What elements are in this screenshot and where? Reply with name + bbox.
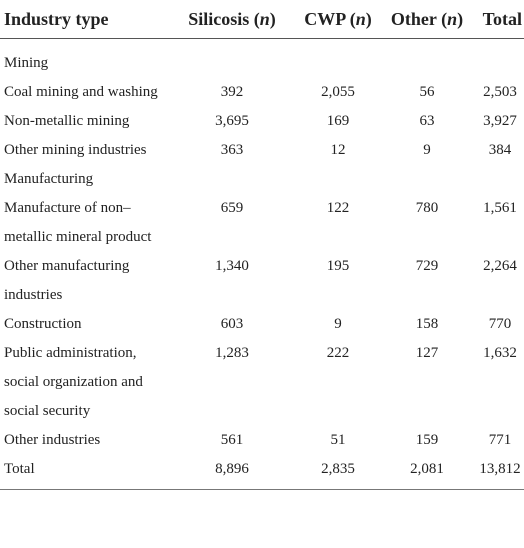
cwp-cell: 12: [330, 142, 346, 158]
total-cell: 1,632: [483, 345, 517, 361]
header-cwp: CWP (n): [292, 0, 384, 39]
silicosis-cell: 363: [220, 142, 244, 158]
table-spacer-row: [0, 39, 524, 50]
silicosis-cell: 561: [220, 432, 244, 448]
silicosis-cell: 659: [220, 200, 244, 216]
cwp-cell: 195: [326, 258, 350, 274]
industry-type-cell: Manufacture of non–metallic mineral prod…: [4, 200, 152, 245]
empty-cell: [384, 49, 470, 78]
table-row: Construction 603 9 158 770: [0, 310, 524, 339]
industry-type-cell: Other industries: [4, 432, 101, 448]
other-cell: 780: [415, 200, 439, 216]
silicosis-cell: 392: [220, 84, 244, 100]
other-cell: 127: [415, 345, 439, 361]
silicosis-cell: 3,695: [215, 113, 249, 129]
table-row: Coal mining and washing 392 2,055 56 2,503: [0, 78, 524, 107]
table-body: Mining Coal mining and washing 392 2,055 56 2…: [0, 39, 524, 490]
industry-category-cell: Manufacturing: [4, 171, 94, 187]
total-cell: 770: [488, 316, 512, 332]
industry-type-cell: Coal mining and washing: [4, 84, 158, 100]
industry-type-cell: Total: [0, 455, 172, 490]
other-cell: 729: [415, 258, 439, 274]
industry-type-cell: Other mining industries: [4, 142, 147, 158]
total-cell: 2,264: [483, 258, 517, 274]
header-silicosis: Silicosis (n): [172, 0, 292, 39]
cwp-cell: 2,055: [321, 84, 355, 100]
cwp-cell: 169: [326, 113, 350, 129]
total-cell: 2,503: [483, 84, 517, 100]
header-total: Total: [470, 0, 524, 39]
header-other-label: Other: [390, 8, 437, 29]
total-cell: 3,927: [483, 113, 517, 129]
table-row: Other manufacturing industries 1,340 195 72…: [0, 252, 524, 310]
table-row: Other industries 561 51 159 771: [0, 426, 524, 455]
industry-type-cell: Non-metallic mining: [4, 113, 130, 129]
header-silicosis-label: Silicosis: [188, 8, 250, 29]
table-row: Public administration, social organizati…: [0, 339, 524, 426]
empty-cell: [172, 165, 292, 194]
table-row: Other mining industries 363 12 9 384: [0, 136, 524, 165]
empty-cell: [470, 165, 524, 194]
cwp-cell: 9: [334, 316, 342, 332]
cwp-cell: 122: [326, 200, 350, 216]
table-category-row: Manufacturing: [0, 165, 524, 194]
total-cell: 771: [488, 432, 512, 448]
header-industry-type: Industry type: [0, 0, 172, 39]
total-cell: 13,812: [470, 455, 524, 490]
table-header-row: Industry type Silicosis (n) CWP (n) Othe…: [0, 0, 524, 39]
silicosis-cell: 1,283: [215, 345, 249, 361]
industry-type-cell: Public administration, social organizati…: [4, 345, 143, 419]
empty-cell: [292, 49, 384, 78]
empty-cell: [172, 49, 292, 78]
silicosis-cell: 8,896: [172, 455, 292, 490]
header-other: Other (n): [384, 0, 470, 39]
other-cell: 159: [415, 432, 439, 448]
industry-category-cell: Mining: [4, 55, 49, 71]
other-cell: 63: [419, 113, 435, 129]
empty-cell: [384, 165, 470, 194]
silicosis-cell: 603: [220, 316, 244, 332]
table-category-row: Mining: [0, 49, 524, 78]
other-cell: 158: [415, 316, 439, 332]
table-row: Non-metallic mining 3,695 169 63 3,927: [0, 107, 524, 136]
empty-cell: [470, 49, 524, 78]
header-cwp-label: CWP: [304, 8, 346, 29]
other-cell: 9: [423, 142, 431, 158]
empty-cell: [292, 165, 384, 194]
industry-type-cell: Construction: [4, 316, 82, 332]
other-cell: 56: [419, 84, 435, 100]
industry-pneumoconiosis-table: Industry type Silicosis (n) CWP (n) Othe…: [0, 0, 524, 490]
header-cwp-n: n: [355, 8, 366, 29]
other-cell: 2,081: [384, 455, 470, 490]
cwp-cell: 2,835: [292, 455, 384, 490]
total-cell: 1,561: [483, 200, 517, 216]
total-cell: 384: [488, 142, 512, 158]
cwp-cell: 222: [326, 345, 350, 361]
table-total-row: Total 8,896 2,835 2,081 13,812: [0, 455, 524, 490]
table-row: Manufacture of non–metallic mineral prod…: [0, 194, 524, 252]
cwp-cell: 51: [330, 432, 346, 448]
header-other-n: n: [447, 8, 458, 29]
header-silicosis-n: n: [259, 8, 270, 29]
industry-type-cell: Other manufacturing industries: [4, 258, 130, 303]
silicosis-cell: 1,340: [215, 258, 249, 274]
